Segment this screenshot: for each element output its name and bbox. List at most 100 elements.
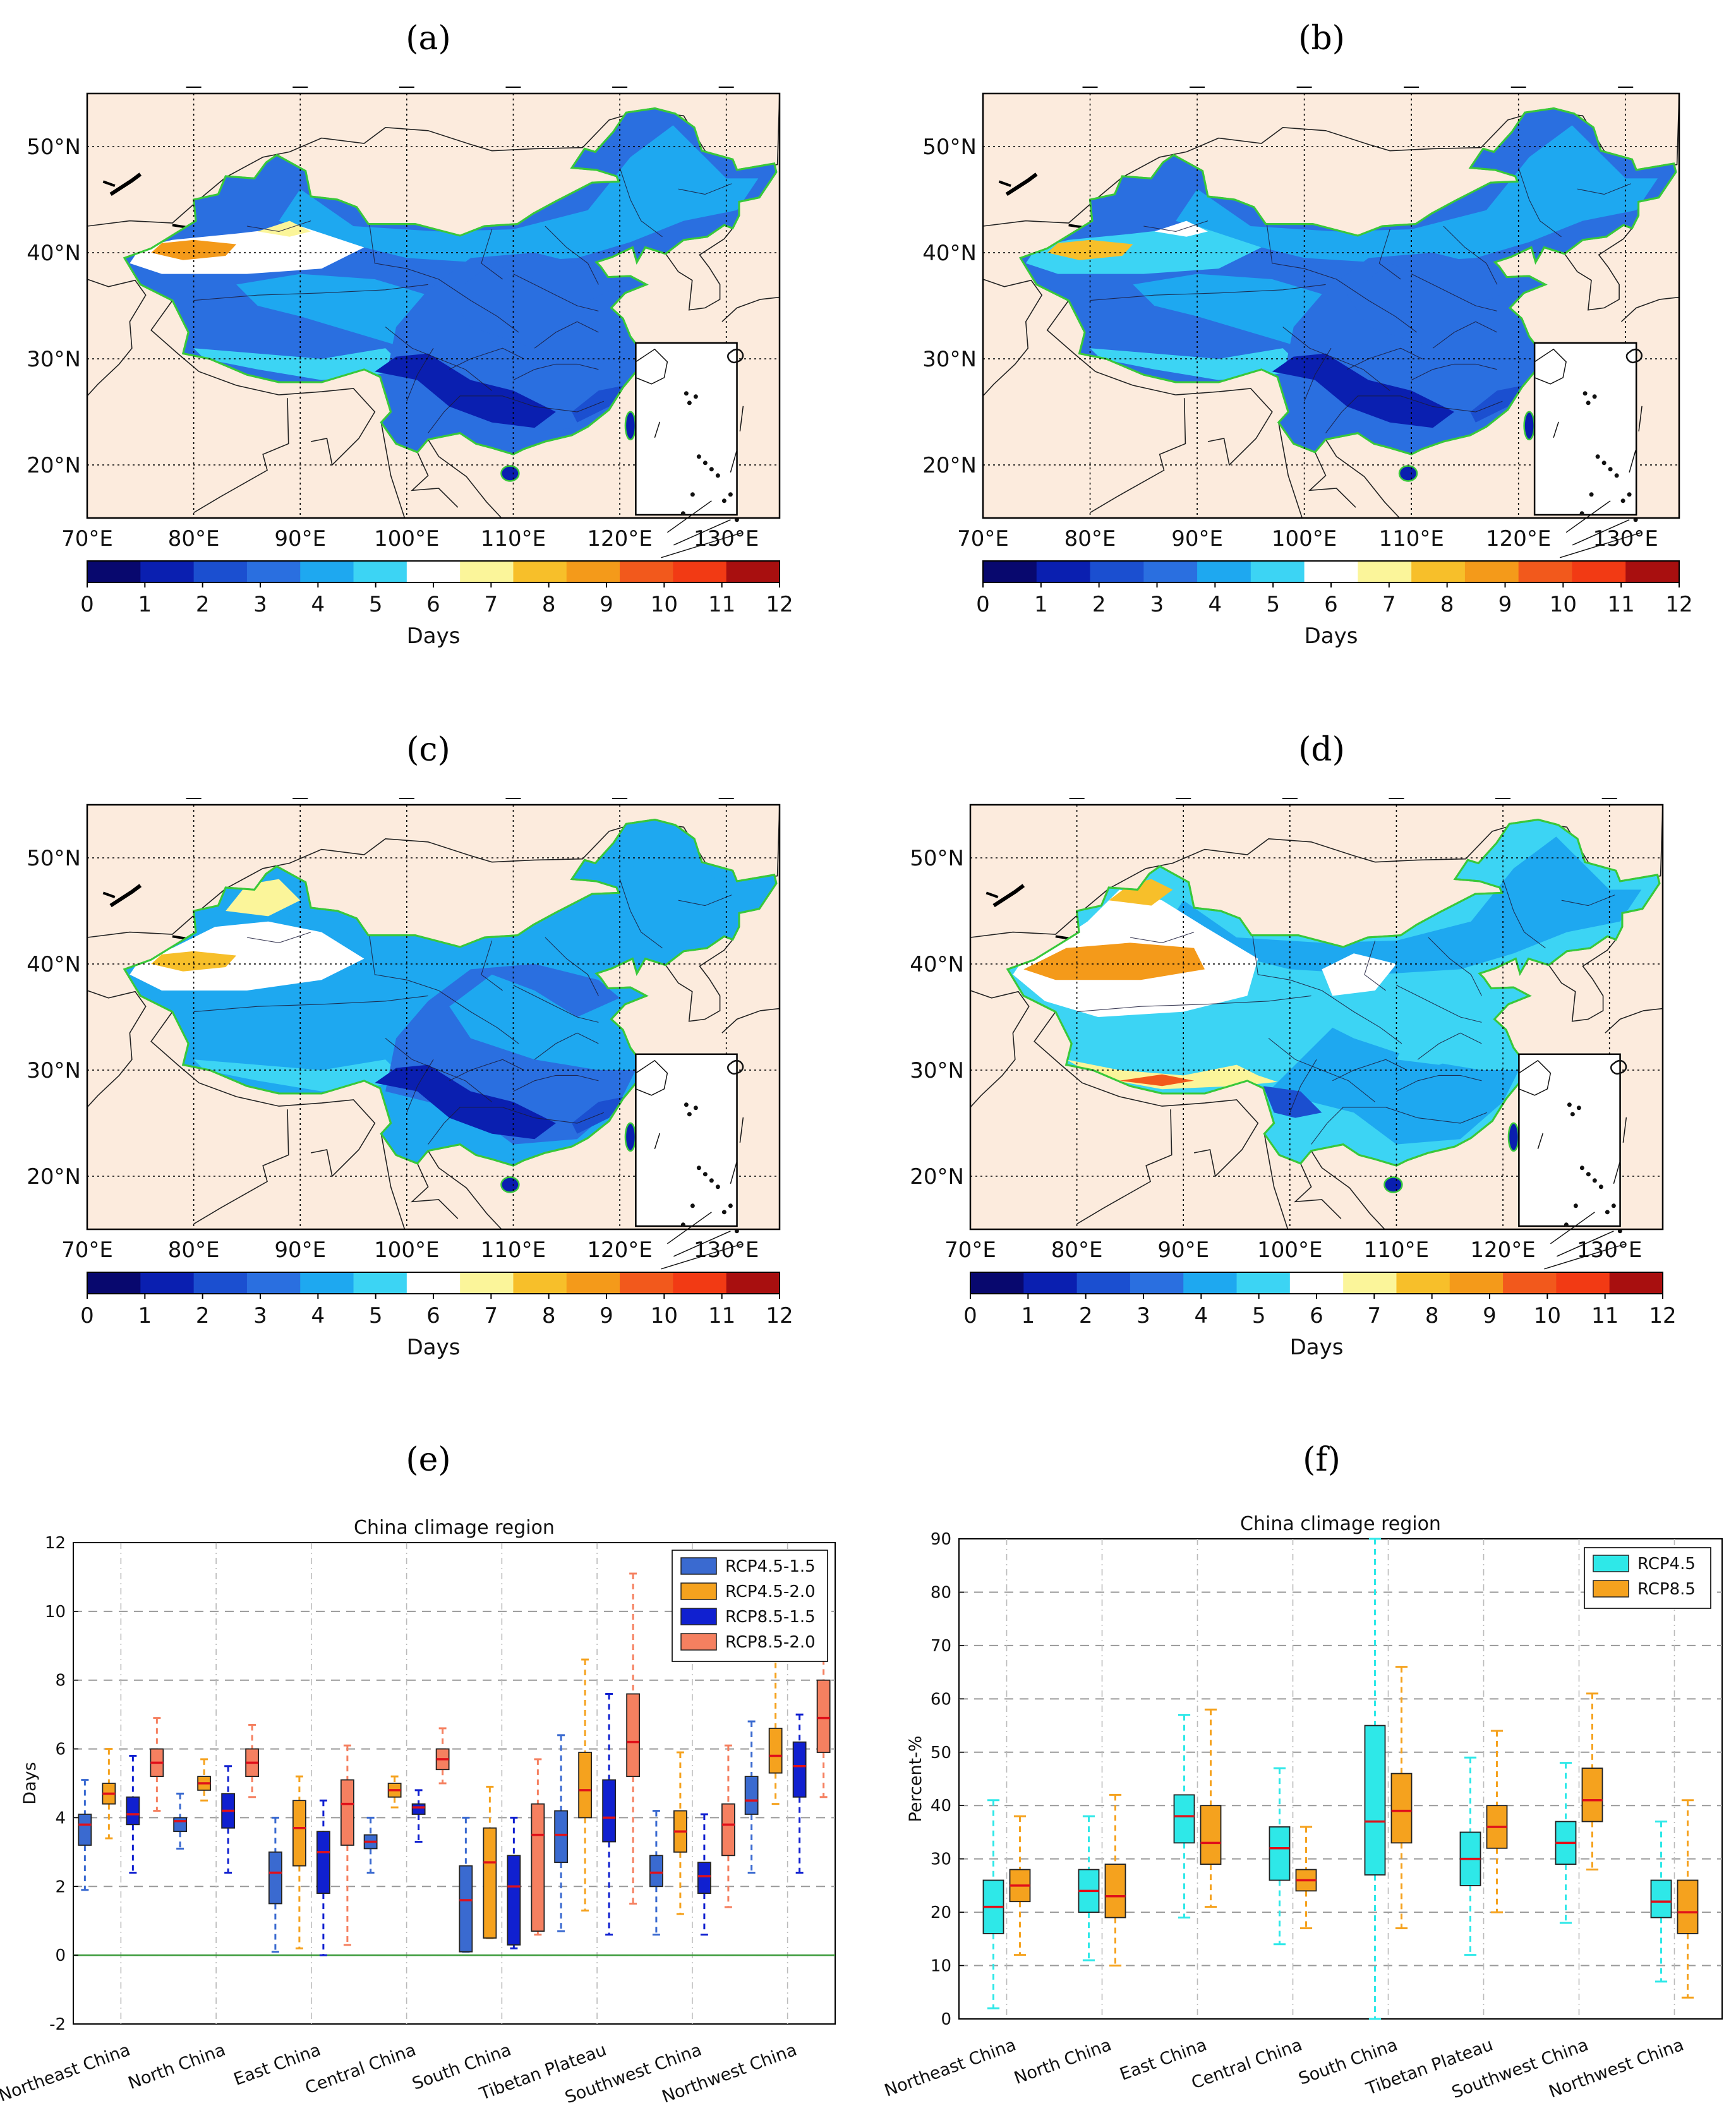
colorbar-swatch (1197, 561, 1251, 582)
value-patch (1470, 385, 1524, 423)
box-plot-f: 0 10 20 30 40 50 60 70 80 90 Percent-% China climag… (882, 1513, 1723, 2102)
country-border (1310, 1150, 1385, 1229)
colorbar-tick-label: 0 (80, 592, 94, 617)
lake-balkhash (998, 180, 1011, 188)
province-line (534, 321, 599, 349)
colorbar-swatch (1236, 1272, 1291, 1294)
province-line (193, 995, 428, 1013)
country-border (1548, 939, 1617, 1022)
longitude-label: 90°E (1171, 526, 1223, 551)
colorbar-swatch (620, 1272, 673, 1294)
box (340, 1779, 354, 1846)
value-patch (375, 1064, 556, 1140)
colorbar-tick-label: 3 (253, 1303, 267, 1328)
province-line (1502, 879, 1546, 949)
country-border (1090, 398, 1186, 514)
province-line (513, 274, 599, 311)
colorbar-swatch (87, 561, 141, 582)
colorbar-swatch (566, 561, 620, 582)
value-patch (130, 921, 365, 991)
inset-island-dot (721, 498, 726, 503)
longitude-label: 70°E (61, 526, 113, 551)
y-tick-label: 20 (931, 1903, 951, 1922)
inset-boundary-line (1550, 1212, 1595, 1244)
colorbar-tick-label: 9 (600, 592, 613, 617)
colorbar-swatch (193, 561, 248, 582)
colorbar-label: Days (1290, 1335, 1344, 1360)
inset-coastline (635, 348, 668, 385)
country-border (150, 1011, 376, 1177)
y-tick-label: 8 (55, 1671, 66, 1690)
colorbar-swatch (1449, 1272, 1504, 1294)
box (721, 1803, 735, 1857)
inset-boundary-line (730, 450, 738, 473)
latitude-label: 50°N (922, 135, 977, 160)
box (649, 1855, 663, 1888)
province-line (193, 284, 428, 301)
inset-coastline (1518, 1059, 1552, 1096)
inset-island-dot (702, 1172, 708, 1177)
colorbar-tick-label: 7 (1382, 592, 1396, 617)
box (531, 1803, 545, 1932)
colorbar-swatch (353, 561, 407, 582)
province-line (678, 183, 732, 195)
south-china-sea-inset (1518, 1053, 1621, 1227)
colorbar-tick-label: 5 (369, 1303, 383, 1328)
inset-boundary-line (1553, 421, 1559, 438)
inset-boundary-line (673, 519, 731, 546)
latitude-label: 20°N (27, 453, 81, 478)
inset-island-dot (1567, 1102, 1572, 1107)
box (411, 1803, 426, 1815)
category-label: Central China (1189, 2035, 1305, 2093)
country-border (665, 227, 733, 311)
inset-island-dot (1614, 473, 1619, 478)
inset-boundary-line (1613, 1161, 1621, 1184)
inset-island-dot (1564, 1222, 1569, 1227)
province-line (619, 167, 663, 238)
longitude-label: 90°E (274, 526, 326, 551)
inset-island-dot (680, 511, 685, 516)
legend-swatch (1593, 1555, 1629, 1572)
map-panel-a: 70°E 80°E 90°E 100°E 110°E 120°E 130°E 20°N 30°N… (27, 87, 793, 649)
colorbar-swatch (1023, 1272, 1078, 1294)
y-tick-label: -2 (49, 2015, 66, 2034)
longitude-label: 110°E (481, 526, 546, 551)
province-line (545, 226, 599, 285)
coastline (1605, 1008, 1663, 1033)
y-tick-label: 50 (931, 1744, 951, 1762)
country-border (380, 422, 406, 518)
province-line (1378, 229, 1401, 280)
coastline (721, 296, 780, 322)
value-patch (1154, 220, 1208, 237)
inset-boundary-line (739, 406, 744, 431)
hainan-island (500, 1176, 520, 1193)
china-outline (1006, 818, 1661, 1167)
inset-island-dot (1579, 511, 1584, 516)
colorbar-swatch (87, 1272, 141, 1294)
box (78, 1814, 92, 1846)
taiwan-island (624, 411, 637, 441)
latitude-label: 30°N (910, 1058, 964, 1083)
colorbar-swatch (300, 561, 354, 582)
province-line (678, 894, 732, 906)
value-patch (1047, 239, 1133, 260)
latitude-label: 50°N (27, 135, 81, 160)
latitude-label: 40°N (27, 952, 81, 977)
y-tick-label: 90 (931, 1530, 951, 1549)
colorbar-swatch (140, 1272, 195, 1294)
province-line (619, 879, 663, 949)
colorbar-swatch (1518, 561, 1572, 582)
value-patch (375, 353, 556, 428)
inset-island-dot (1570, 1112, 1575, 1117)
colorbar-tick-label: 4 (311, 592, 325, 617)
province-line (369, 935, 519, 1044)
inset-boundary-line (1544, 1243, 1627, 1270)
hainan-island (500, 465, 520, 482)
inset-island-dot (684, 391, 689, 396)
colorbar-swatch (1464, 561, 1519, 582)
colorbar-label: Days (407, 623, 461, 649)
value-patch (1263, 1086, 1322, 1118)
colorbar-tick-label: 2 (1092, 592, 1106, 617)
colorbar-tick-label: 6 (1310, 1303, 1323, 1328)
province-line (1282, 327, 1390, 391)
